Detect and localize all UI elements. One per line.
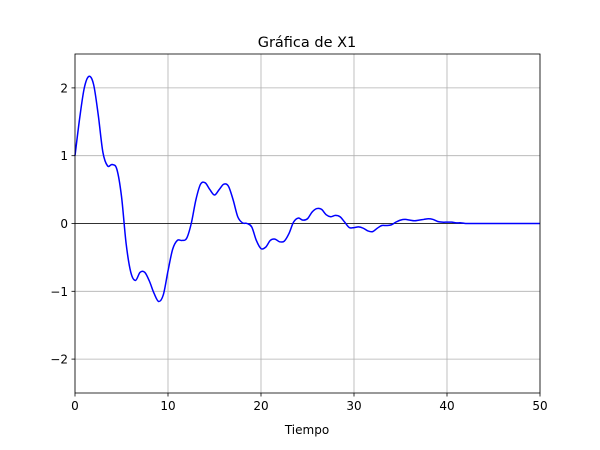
y-tick-label: 1 (60, 149, 68, 163)
x-axis-title: Tiempo (284, 423, 329, 437)
x-tick-label: 0 (71, 399, 79, 413)
y-tick-label: 2 (60, 81, 68, 95)
plot-area: 0 10 20 30 40 50 −2 −1 0 1 2 (50, 53, 548, 413)
y-tick-label: −1 (50, 285, 68, 299)
x-tick-label: 20 (253, 399, 268, 413)
y-tick-label: −2 (50, 353, 68, 367)
x-tick-label: 10 (160, 399, 175, 413)
chart-title: Gráfica de X1 (258, 35, 357, 51)
x-tick-label: 50 (532, 399, 547, 413)
x-tick-label: 40 (439, 399, 454, 413)
series-line (74, 75, 540, 303)
x-tick-label: 30 (346, 399, 361, 413)
y-tick-label: 0 (60, 217, 68, 231)
